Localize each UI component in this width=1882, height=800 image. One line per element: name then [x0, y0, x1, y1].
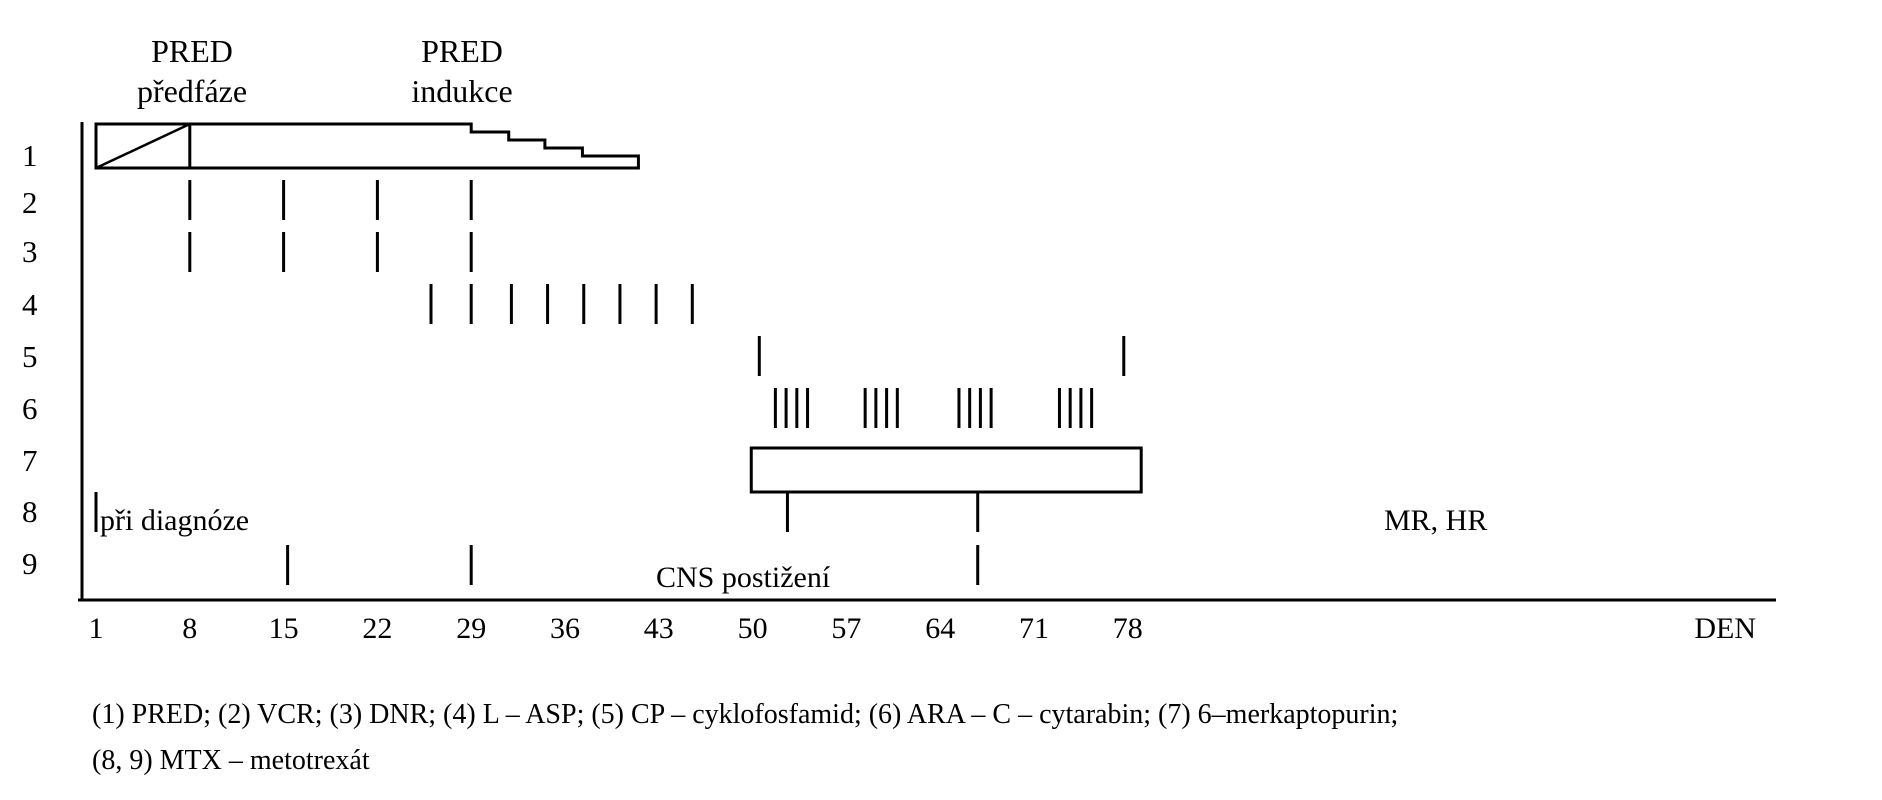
row-label-5: 5	[22, 339, 38, 374]
row3-markers	[188, 232, 473, 272]
row6-markers	[773, 388, 1094, 428]
row-label-3: 3	[22, 234, 38, 269]
legend-line-1: (1) PRED; (2) VCR; (3) DNR; (4) L – ASP;…	[92, 699, 1399, 730]
row-labels: 1 2 3 4 5 6 7 8 9	[22, 138, 38, 581]
x-axis-tick-50: 50	[738, 612, 768, 645]
annotation-cns-involvement: CNS postižení	[656, 561, 831, 594]
x-axis-tick-57: 57	[831, 612, 861, 645]
x-axis-tick-29: 29	[456, 612, 486, 645]
row7-merkaptopurin-bar	[749, 446, 1143, 494]
x-axis-unit-label: DEN	[1694, 612, 1756, 645]
header-induction-line1: PRED	[421, 33, 503, 69]
row-label-4: 4	[22, 287, 38, 322]
x-axis-tick-64: 64	[925, 612, 955, 645]
header-induction-line2: indukce	[411, 73, 512, 109]
legend-line-2: (8, 9) MTX – metotrexát	[92, 745, 370, 776]
row-label-6: 6	[22, 391, 38, 426]
row-label-8: 8	[22, 494, 38, 529]
x-axis-tick-8: 8	[182, 612, 197, 645]
row5-markers	[757, 336, 1126, 376]
x-axis-tick-71: 71	[1019, 612, 1049, 645]
annotation-at-diagnosis: při diagnóze	[100, 504, 249, 537]
x-axis-tick-43: 43	[644, 612, 674, 645]
x-axis-tick-78: 78	[1113, 612, 1143, 645]
x-axis-tick-36: 36	[550, 612, 580, 645]
header-prephase-line2: předfáze	[137, 73, 247, 109]
row2-markers	[188, 180, 473, 220]
row9-markers	[286, 545, 980, 585]
pred-prephase-diagonal	[95, 122, 191, 170]
row-label-9: 9	[22, 546, 38, 581]
row8-markers	[94, 492, 980, 532]
row4-markers	[429, 284, 694, 324]
x-axis-tick-22: 22	[362, 612, 392, 645]
pred-induction-outline	[94, 122, 640, 170]
x-axis-tick-1: 1	[89, 612, 104, 645]
header-prephase-line1: PRED	[151, 33, 233, 69]
row-label-1: 1	[22, 138, 38, 173]
pred-bar	[94, 122, 640, 170]
row-label-7: 7	[22, 443, 38, 478]
x-axis-tick-15: 15	[269, 612, 299, 645]
row-label-2: 2	[22, 185, 38, 220]
legend: (1) PRED; (2) VCR; (3) DNR; (4) L – ASP;…	[92, 692, 1852, 784]
x-axis-tick-labels: 1 8 15 22 29 36 43 50 57 64 71 78	[89, 612, 1143, 645]
annotation-mr-hr: MR, HR	[1384, 504, 1487, 537]
